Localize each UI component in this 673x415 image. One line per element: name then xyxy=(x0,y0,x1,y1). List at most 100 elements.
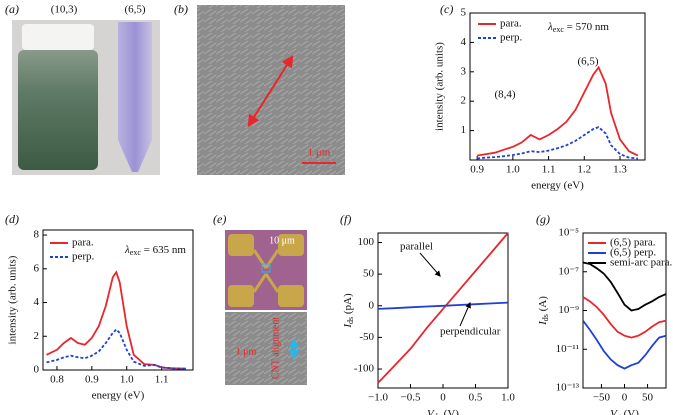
legend-label: semi-arc para. xyxy=(610,257,673,269)
panel-label: (e) xyxy=(213,212,226,226)
series-label: parallel xyxy=(400,241,433,253)
unit: (pA) xyxy=(342,293,354,317)
subscript: exc xyxy=(553,25,565,34)
y-tick-label: 10⁻⁵ xyxy=(558,227,579,239)
pad xyxy=(278,234,304,256)
scale-label: 10 μm xyxy=(269,235,295,246)
legend-label: perp. xyxy=(72,251,95,263)
x-tick-label: 1.1 xyxy=(155,374,169,386)
x-tick-label: 1.0 xyxy=(506,164,520,176)
label-arrow xyxy=(419,252,441,277)
y-axis-label: intensity (arb. units) xyxy=(434,42,446,131)
x-axis-label: energy (eV) xyxy=(531,180,584,192)
x-tick-label: 0.9 xyxy=(85,374,99,386)
y-tick-label: 8 xyxy=(34,229,40,241)
subscript: ds xyxy=(541,314,550,321)
y-tick-label: 100 xyxy=(358,236,375,248)
x-tick-label: −50 xyxy=(593,392,611,404)
panel-label: (g) xyxy=(536,212,550,226)
x-tick-label: 1.0 xyxy=(501,392,515,404)
sample-label: (6,5) xyxy=(124,4,145,16)
series-line xyxy=(477,126,638,160)
x-tick-label: 0 xyxy=(622,392,628,404)
x-tick-label: 1.1 xyxy=(542,164,556,176)
y-tick-label: 2 xyxy=(461,95,467,107)
label-arrow xyxy=(459,301,471,327)
panel-label: (c) xyxy=(440,2,453,16)
series-line xyxy=(377,232,509,384)
x-tick-label: 1.0 xyxy=(120,374,134,386)
series-line xyxy=(46,270,187,370)
y-tick-label: -100 xyxy=(354,363,375,375)
x-tick-label: 0.8 xyxy=(50,374,64,386)
series-line xyxy=(582,261,667,312)
panel-label: (b) xyxy=(174,2,188,16)
excitation-label: λexc = 570 nm xyxy=(547,21,609,34)
unit: (A) xyxy=(537,296,549,314)
subscript: exc xyxy=(130,248,142,257)
y-tick-label: 10⁻¹³ xyxy=(556,382,580,394)
legend-label: perp. xyxy=(500,32,523,44)
subscript: g xyxy=(617,412,621,415)
series-line xyxy=(582,320,667,370)
x-tick-label: 1.3 xyxy=(613,164,627,176)
legend-label: para. xyxy=(500,18,522,30)
x-tick-label: 1.2 xyxy=(577,164,591,176)
legend-label: (6,5) perp. xyxy=(610,247,656,259)
y-tick-label: 4 xyxy=(461,36,467,48)
y-tick-label: 10⁻⁹ xyxy=(558,304,579,316)
plot-frame xyxy=(42,229,194,371)
pad xyxy=(278,285,304,307)
y-tick-label: 0 xyxy=(34,364,40,376)
symbol: V xyxy=(427,408,435,415)
y-axis-label: Ids (pA) xyxy=(342,293,355,329)
x-axis-label: energy (eV) xyxy=(92,390,145,402)
subscript: ds xyxy=(434,412,441,415)
alignment-arrow xyxy=(247,54,294,128)
subscript: ds xyxy=(346,317,355,324)
y-tick-label: 4 xyxy=(34,296,40,308)
legend-label: (6,5) para. xyxy=(610,237,656,249)
symbol: λ xyxy=(547,21,553,33)
pad xyxy=(228,285,254,307)
symbol: I xyxy=(537,320,549,326)
symbol: I xyxy=(342,323,354,329)
leads xyxy=(252,249,280,293)
symbol: λ xyxy=(124,244,130,256)
text: = 570 nm xyxy=(564,21,609,33)
tube xyxy=(118,22,152,172)
series-line xyxy=(476,65,639,157)
y-tick-label: 6 xyxy=(34,262,40,274)
sample-label: (10,3) xyxy=(51,4,78,16)
zoom-box xyxy=(261,263,271,273)
scale-label: 1 μm xyxy=(308,147,331,159)
excitation-label: λexc = 635 nm xyxy=(124,244,186,257)
panel-label: (f) xyxy=(340,212,351,226)
y-tick-label: 10⁻⁷ xyxy=(558,265,579,277)
x-tick-label: 0.9 xyxy=(470,164,484,176)
panel-label: (d) xyxy=(5,212,19,226)
y-tick-label: 50 xyxy=(363,268,375,280)
text: = 635 nm xyxy=(141,244,186,256)
series-line xyxy=(377,301,509,310)
symbol: V xyxy=(610,408,618,415)
series-line xyxy=(46,328,187,370)
bottle xyxy=(18,50,98,170)
x-axis-label: Vg (V) xyxy=(610,408,639,415)
x-tick-label: 50 xyxy=(642,392,654,404)
x-tick-label: 0 xyxy=(440,392,446,404)
y-axis-label: Ids (A) xyxy=(537,296,550,326)
unit: (V) xyxy=(621,408,639,415)
x-tick-label: 0.5 xyxy=(469,392,483,404)
y-tick-label: 1 xyxy=(461,124,467,136)
y-tick-label: 0 xyxy=(369,299,375,311)
y-tick-label: -50 xyxy=(359,331,374,343)
series-label: perpendicular xyxy=(440,326,501,338)
legend-label: para. xyxy=(72,237,94,249)
y-tick-label: 3 xyxy=(461,65,467,77)
pad xyxy=(228,234,254,256)
unit: (V) xyxy=(441,408,459,415)
x-axis-label: Vds (V) xyxy=(427,408,459,415)
annotation: (8,4) xyxy=(494,89,515,101)
